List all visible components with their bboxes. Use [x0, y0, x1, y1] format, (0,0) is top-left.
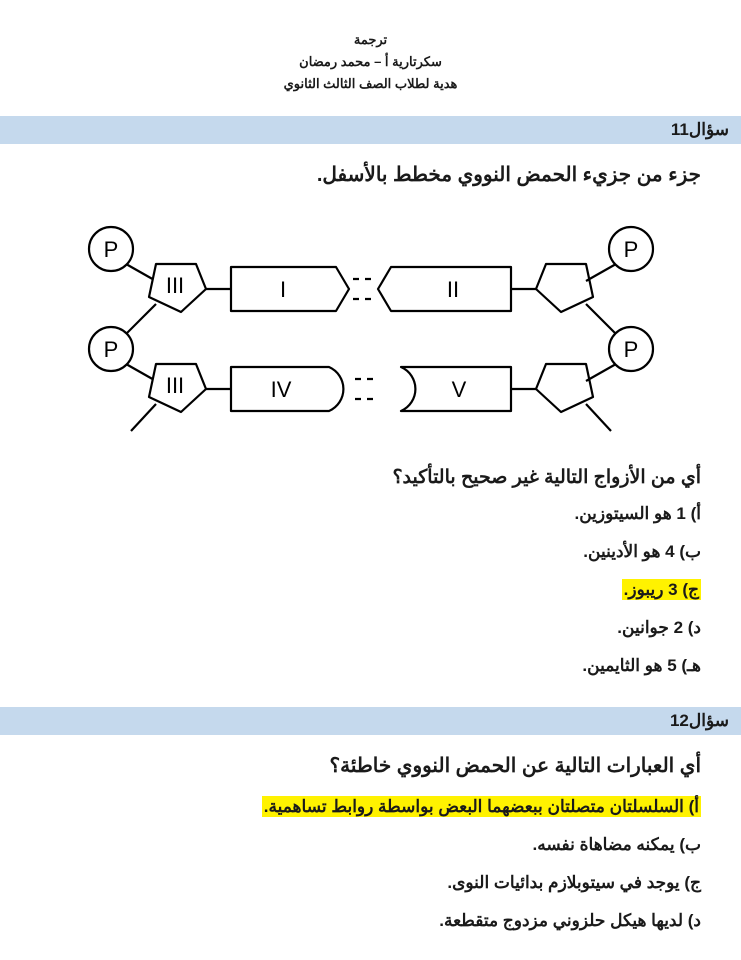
dna-diagram-svg: P P P P III III I II IV V: [71, 209, 671, 439]
label-sugar-tl: III: [165, 273, 183, 298]
question-12-options: أ) السلسلتان متصلتان ببعضهما البعض بواسط…: [0, 788, 741, 940]
q11-option-d: د) 2 جوانين.: [40, 609, 701, 647]
question-12-stem: أي العبارات التالية عن الحمض النووي خاطئ…: [0, 735, 741, 788]
header-line-2: سكرتارية أ – محمد رمضان: [0, 52, 741, 73]
q11-option-c: ج) 3 ريبوز.: [40, 571, 701, 609]
label-p-br: P: [623, 337, 638, 362]
q11-option-b: ب) 4 هو الأدينين.: [40, 533, 701, 571]
header-line-1: ترجمة: [0, 30, 741, 51]
label-sugar-bl: III: [165, 373, 183, 398]
q12-option-b: ب) يمكنه مضاهاة نفسه.: [40, 826, 701, 864]
question-11-diagram: P P P P III III I II IV V: [0, 197, 741, 452]
question-11-stem: جزء من جزيء الحمض النووي مخطط بالأسفل.: [0, 144, 741, 197]
label-p-bl: P: [103, 337, 118, 362]
q11-option-e: هـ) 5 هو الثايمين.: [40, 647, 701, 685]
q11-option-a: أ) 1 هو السيتوزين.: [40, 495, 701, 533]
question-11-bar: سؤال11: [0, 116, 741, 144]
label-p-tl: P: [103, 237, 118, 262]
q12-option-c: ج) يوجد في سيتوبلازم بدائيات النوى.: [40, 864, 701, 902]
header-line-3: هدية لطلاب الصف الثالث الثانوي: [0, 74, 741, 95]
question-12-bar: سؤال12: [0, 707, 741, 735]
q12-option-a: أ) السلسلتان متصلتان ببعضهما البعض بواسط…: [40, 788, 701, 826]
label-base-i: I: [279, 277, 285, 302]
page-header: ترجمة سكرتارية أ – محمد رمضان هدية لطلاب…: [0, 0, 741, 94]
question-11-options: أ) 1 هو السيتوزين. ب) 4 هو الأدينين. ج) …: [0, 495, 741, 685]
label-p-tr: P: [623, 237, 638, 262]
label-base-v: V: [451, 377, 466, 402]
label-base-ii: II: [446, 277, 458, 302]
q12-option-d: د) لديها هيكل حلزوني مزدوج متقطعة.: [40, 902, 701, 940]
question-11-sub: أي من الأزواج التالية غير صحيح بالتأكيد؟: [0, 452, 741, 495]
label-base-iv: IV: [270, 377, 291, 402]
